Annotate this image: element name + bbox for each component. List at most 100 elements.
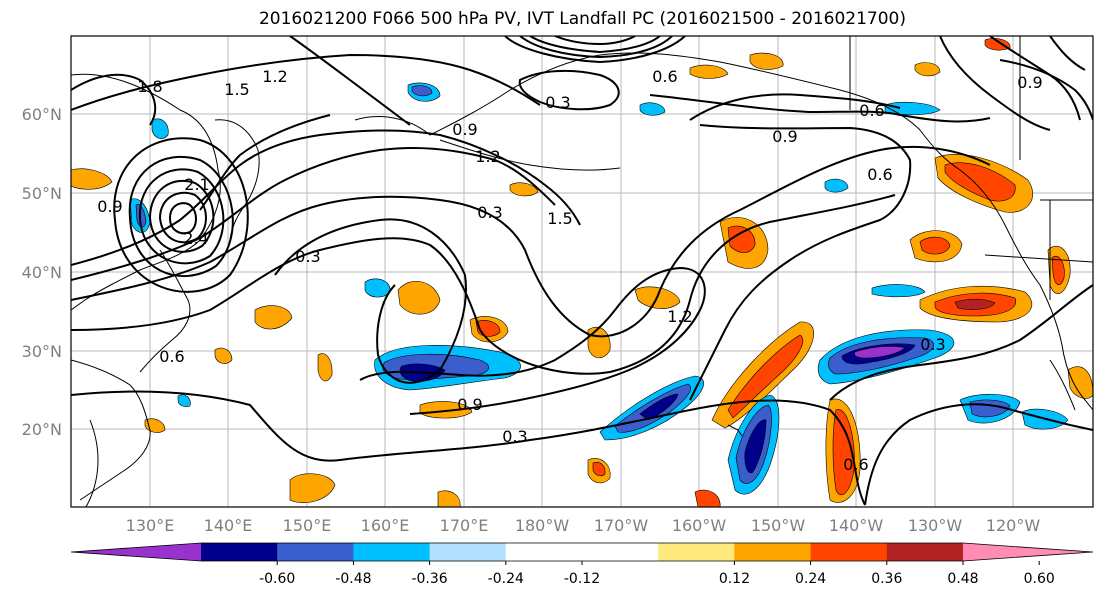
shade-pos-jpsea — [254, 305, 293, 330]
contour-jp-ring3 — [138, 168, 225, 265]
colorbar-outline — [70, 542, 1094, 562]
contour-nepac-0-6 — [649, 94, 991, 123]
lat-label: 60°N — [22, 105, 62, 124]
colorbar-tick-label: -0.12 — [564, 571, 600, 587]
contour-label: 0.3 — [545, 93, 570, 112]
contour-1-2 — [71, 147, 556, 281]
contour-bering-tight1 — [504, 36, 686, 64]
contour-gulf-ak-0-9 — [689, 124, 912, 401]
colorbar-extend-low — [71, 543, 201, 561]
colorbar-segment — [353, 543, 431, 561]
contour-jp-inner — [168, 202, 197, 235]
lat-labels: 60°N 50°N 40°N 30°N 20°N — [22, 105, 62, 439]
colorbar-tick-label: 0.60 — [1024, 571, 1055, 587]
shade-pos-south1 — [419, 401, 473, 419]
colorbar-tick-label: 0.48 — [947, 571, 978, 587]
colorbar-tick-label: -0.48 — [335, 571, 371, 587]
coast-alaska — [354, 52, 961, 171]
contour-label: 1.2 — [475, 147, 500, 166]
contour-label: 0.3 — [502, 427, 527, 446]
shade-neg-diag2-core — [744, 419, 767, 474]
shade-pos-ca-coast-core — [1051, 256, 1065, 286]
coast-kamchatka — [214, 119, 260, 241]
lon-label: 160°E — [361, 516, 410, 535]
colorbar-tick-label: 0.24 — [795, 571, 826, 587]
lat-label: 20°N — [22, 420, 62, 439]
contour-label: 0.9 — [772, 127, 797, 146]
shade-pos-subtrop-long-core — [727, 334, 804, 419]
contour-canada-right — [939, 36, 1051, 131]
shade-neg-arctic-core — [411, 85, 433, 97]
contour-jp-ring2 — [148, 179, 215, 253]
coast-aleutians — [439, 139, 621, 171]
contour-label: 0.9 — [97, 197, 122, 216]
lon-label: 130°E — [126, 516, 175, 535]
coast-na-border3 — [984, 254, 1093, 263]
pv-contours — [71, 36, 1093, 506]
shade-neg-kamchatka — [151, 118, 169, 139]
contour-label: 2.1 — [184, 175, 209, 194]
lon-label: 170°E — [440, 516, 489, 535]
contour-0-9 — [71, 145, 991, 338]
shade-pos-jpsea2 — [214, 347, 233, 364]
colorbar-extend-high — [963, 543, 1093, 561]
coast-hawaii — [727, 424, 743, 437]
coast-bc — [959, 169, 1041, 286]
contour-nw-loop — [71, 73, 157, 126]
shade-pos-oregon-dark — [954, 298, 996, 310]
colorbar-segment — [886, 543, 964, 561]
lat-label: 30°N — [22, 342, 62, 361]
colorbar-segment — [734, 543, 812, 561]
contour-jp-ring4 — [128, 155, 234, 278]
shade-pos-ne-pac-core — [919, 236, 951, 255]
lat-label: 50°N — [22, 184, 62, 203]
shade-neg-nwpac — [824, 178, 849, 193]
lon-label: 130°W — [908, 516, 963, 535]
lon-label: 120°W — [986, 516, 1041, 535]
lon-label: 150°W — [751, 516, 806, 535]
colorbar-tick-label: 0.12 — [719, 571, 750, 587]
shade-pos-jpsea3 — [317, 353, 333, 382]
contour-jet-north — [71, 53, 541, 111]
contour-label: 0.3 — [295, 247, 320, 266]
contour-label: 1.5 — [224, 80, 249, 99]
shade-neg-spac — [177, 394, 191, 407]
shade-neg-bering — [639, 102, 666, 116]
contour-0-6 — [71, 194, 896, 375]
contour-0-9-south — [359, 266, 706, 415]
colorbar-segment — [658, 543, 735, 561]
shade-neg-diag1-core — [639, 393, 679, 421]
shade-neg-ne-purple — [854, 346, 906, 359]
shade-pos-ne-arctic2 — [749, 52, 784, 70]
map-title: 2016021200 F066 500 hPa PV, IVT Landfall… — [258, 9, 906, 29]
contour-bering-tight3 — [554, 36, 636, 46]
coast-baja — [1049, 359, 1076, 411]
shade-pos-yukon — [984, 38, 1011, 51]
shade-pos-swpac — [289, 473, 336, 504]
contour-label: 0.6 — [652, 67, 677, 86]
contour-0-3-south — [71, 390, 866, 506]
contour-label: 1.8 — [137, 77, 162, 96]
contour-label: 0.9 — [452, 120, 477, 139]
lon-label: 150°E — [283, 516, 332, 535]
contour-label: 1.2 — [667, 307, 692, 326]
contour-label: 0.9 — [1017, 73, 1042, 92]
contour-label: 0.3 — [920, 335, 945, 354]
contour-canada-0-9 — [999, 59, 1093, 121]
contour-bering-tight2 — [529, 36, 661, 54]
contour-label: 0.3 — [477, 203, 502, 222]
ivt-shading — [71, 38, 1093, 507]
colorbar-segment — [429, 543, 507, 561]
lon-labels: 130°E 140°E 150°E 160°E 170°E 180°W 170°… — [126, 516, 1041, 535]
contour-jp-ring5 — [113, 137, 249, 293]
coast-usa — [1039, 284, 1093, 411]
contour-north-arc — [289, 36, 411, 126]
colorbar-tick-label: -0.60 — [259, 571, 295, 587]
shade-pos-south2-core — [592, 461, 606, 477]
lon-label: 180°W — [515, 516, 570, 535]
colorbar-segment — [582, 543, 659, 561]
shade-pos-swpac2 — [437, 490, 461, 507]
colorbar-tick-label: -0.36 — [411, 571, 447, 587]
colorbar-tick-label: 0.36 — [871, 571, 902, 587]
colorbar-segment — [201, 543, 278, 561]
